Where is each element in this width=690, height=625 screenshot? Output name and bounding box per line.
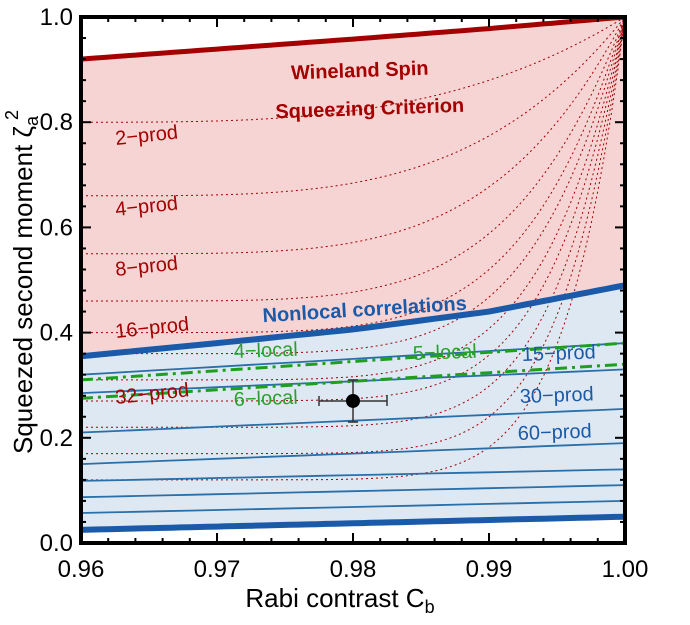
k-producible-dotted-curve (81, 17, 625, 355)
k-producible-dotted-curve (81, 17, 625, 123)
wineland-region (81, 17, 625, 357)
data-point (346, 393, 360, 408)
k-producible-blue-line (81, 468, 625, 482)
annotation-prod-60: 60−prod (517, 420, 592, 445)
k-producible-dotted-curve (81, 17, 625, 455)
k-local-green-line (81, 362, 625, 400)
x-axis-label-sub: b (425, 597, 435, 617)
data-point-group (318, 379, 388, 423)
annotation-prod-15: 15−prod (521, 341, 596, 366)
x-tick-label: 1.00 (602, 556, 649, 583)
k-local-green-line (81, 341, 625, 382)
k-producible-blue-line (81, 500, 625, 514)
k-producible-dotted-curve (81, 17, 625, 428)
y-axis-label-main: Squeezed second moment ζ (8, 126, 38, 454)
k-producible-dotted-curve (81, 17, 625, 381)
y-axis-label-sup: 2 (2, 110, 22, 120)
axis-ticks: 0.96 0.97 0.98 0.99 1.00 0.0 0.2 0.4 0.6 0.8 1.0 (40, 4, 649, 583)
k-local-green-lines (81, 341, 625, 400)
annotation-local-6: 6−local (233, 387, 298, 411)
y-tick-label: 0.8 (40, 109, 73, 136)
annotation-wineland-1: Wineland Spin (291, 58, 429, 85)
k-producible-dotted-curve (81, 17, 625, 402)
x-axis-label: Rabi contrast Cb (245, 583, 434, 617)
y-tick-label: 0.0 (40, 530, 73, 557)
x-tick-label: 0.98 (330, 556, 377, 583)
annotation-local-5: 5−local (412, 341, 477, 365)
x-tick-label: 0.99 (466, 556, 513, 583)
k-producible-dotted-curve (81, 17, 625, 334)
y-axis-label: Squeezed second moment ζa2 (2, 110, 42, 454)
wineland-boundary-curve (81, 17, 625, 62)
y-tick-label: 0.6 (40, 214, 73, 241)
x-tick-label: 0.97 (194, 556, 241, 583)
y-tick-label: 0.2 (40, 425, 73, 452)
k-producible-blue-line (81, 484, 625, 499)
k-producible-blue-line (81, 442, 625, 465)
k-producible-dotted-curve (81, 17, 625, 255)
y-tick-label: 1.0 (40, 4, 73, 31)
k-producible-dotted-curve (81, 17, 625, 302)
k-producible-dotted-curve (81, 17, 625, 197)
bottom-boundary-curve (81, 513, 625, 533)
y-axis-label-sub: a (22, 115, 42, 126)
annotation-local-4: 4−local (233, 339, 298, 363)
x-axis-label-main: Rabi contrast C (245, 583, 424, 613)
y-tick-label: 0.4 (40, 320, 73, 347)
x-tick-label: 0.96 (58, 556, 105, 583)
nonlocal-boundary-curve (81, 282, 625, 360)
annotation-prod-30: 30−prod (519, 383, 594, 408)
